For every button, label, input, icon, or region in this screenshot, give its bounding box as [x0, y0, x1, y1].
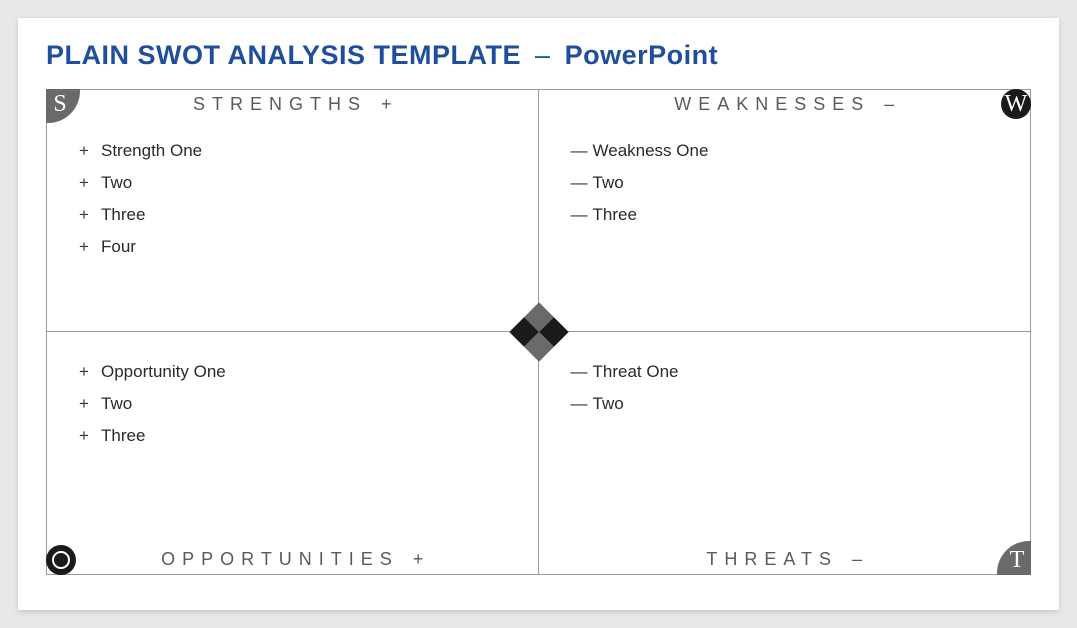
bullet-icon: —	[571, 205, 593, 225]
bullet-icon: —	[571, 394, 593, 414]
title-main: PLAIN SWOT ANALYSIS TEMPLATE	[46, 40, 521, 70]
bullet-icon: +	[79, 362, 101, 382]
badge-o	[46, 545, 76, 575]
list-item-text: Two	[101, 394, 132, 414]
list-item-text: Two	[101, 173, 132, 193]
swot-grid: S W T STRENGTHS + +Strength One+Two+Thre…	[46, 89, 1031, 575]
list-item: +Three	[79, 420, 514, 452]
list-item-text: Three	[593, 205, 637, 225]
quadrant-strengths: STRENGTHS + +Strength One+Two+Three+Four	[47, 90, 539, 332]
slide: PLAIN SWOT ANALYSIS TEMPLATE – PowerPoin…	[18, 18, 1059, 610]
quadrant-title-threats: THREATS –	[539, 545, 1031, 574]
bullet-icon: —	[571, 362, 593, 382]
list-item: —Two	[571, 167, 1007, 199]
list-item-text: Three	[101, 205, 145, 225]
bullet-icon: +	[79, 205, 101, 225]
list-item-text: Four	[101, 237, 136, 257]
list-item: +Two	[79, 167, 514, 199]
opportunities-sign: +	[411, 549, 424, 569]
quadrant-title-weaknesses: WEAKNESSES –	[539, 90, 1031, 127]
list-item: +Two	[79, 388, 514, 420]
list-item: —Threat One	[571, 356, 1007, 388]
quadrant-opportunities: +Opportunity One+Two+Three OPPORTUNITIES…	[47, 332, 539, 574]
bullet-icon: +	[79, 237, 101, 257]
list-item-text: Opportunity One	[101, 362, 226, 382]
list-item: —Three	[571, 199, 1007, 231]
bullet-icon: +	[79, 173, 101, 193]
list-item: —Weakness One	[571, 135, 1007, 167]
weaknesses-items: —Weakness One—Two—Three	[539, 127, 1031, 231]
weaknesses-sign: –	[882, 94, 894, 114]
threats-items: —Threat One—Two	[539, 332, 1031, 420]
bullet-icon: —	[571, 173, 593, 193]
weaknesses-label: WEAKNESSES	[674, 94, 870, 114]
quadrant-title-strengths: STRENGTHS +	[47, 90, 538, 127]
bullet-icon: +	[79, 426, 101, 446]
opportunities-label: OPPORTUNITIES	[161, 549, 399, 569]
threats-label: THREATS	[706, 549, 838, 569]
strengths-label: STRENGTHS	[193, 94, 367, 114]
slide-title: PLAIN SWOT ANALYSIS TEMPLATE – PowerPoin…	[46, 40, 1031, 71]
list-item-text: Weakness One	[593, 141, 709, 161]
list-item: +Opportunity One	[79, 356, 514, 388]
strengths-items: +Strength One+Two+Three+Four	[47, 127, 538, 263]
list-item-text: Strength One	[101, 141, 202, 161]
list-item: +Strength One	[79, 135, 514, 167]
quadrant-weaknesses: WEAKNESSES – —Weakness One—Two—Three	[539, 90, 1031, 332]
opportunities-items: +Opportunity One+Two+Three	[47, 332, 538, 452]
bullet-icon: —	[571, 141, 593, 161]
quadrant-threats: —Threat One—Two THREATS –	[539, 332, 1031, 574]
bullet-icon: +	[79, 141, 101, 161]
list-item-text: Three	[101, 426, 145, 446]
title-separator: –	[529, 40, 557, 70]
title-sub: PowerPoint	[565, 40, 719, 70]
list-item: +Four	[79, 231, 514, 263]
list-item-text: Two	[593, 173, 624, 193]
threats-sign: –	[850, 549, 862, 569]
list-item-text: Threat One	[593, 362, 679, 382]
list-item-text: Two	[593, 394, 624, 414]
list-item: +Three	[79, 199, 514, 231]
strengths-sign: +	[379, 94, 392, 114]
quadrant-title-opportunities: OPPORTUNITIES +	[47, 545, 538, 574]
badge-w: W	[1001, 89, 1031, 119]
list-item: —Two	[571, 388, 1007, 420]
bullet-icon: +	[79, 394, 101, 414]
